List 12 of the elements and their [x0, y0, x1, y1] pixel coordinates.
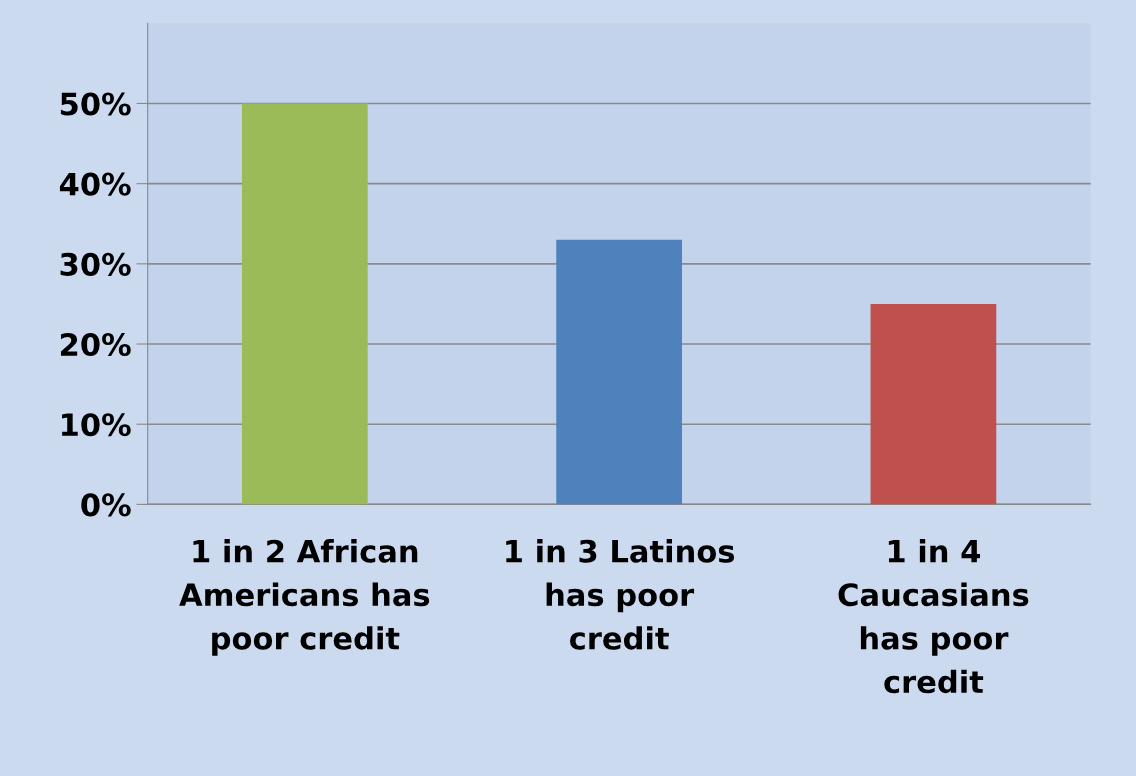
- y-tick-label: 20%: [60, 332, 131, 357]
- y-tick-label: 30%: [60, 252, 131, 276]
- y-tick-label: 0%: [81, 493, 131, 517]
- bar: [870, 303, 997, 505]
- bar: [241, 103, 368, 505]
- y-tick-label: 10%: [62, 413, 131, 437]
- x-tick-label: 1 in 3 Latinos has poor credit: [506, 539, 735, 650]
- bar: [556, 239, 682, 505]
- y-tick-label: 40%: [59, 172, 131, 196]
- x-tick-label: 1 in 2 African Americans has poor credit: [179, 539, 430, 656]
- x-tick-label: 1 in 4 Caucasians has poor credit: [838, 539, 1029, 694]
- y-tick-label: 50%: [60, 92, 131, 116]
